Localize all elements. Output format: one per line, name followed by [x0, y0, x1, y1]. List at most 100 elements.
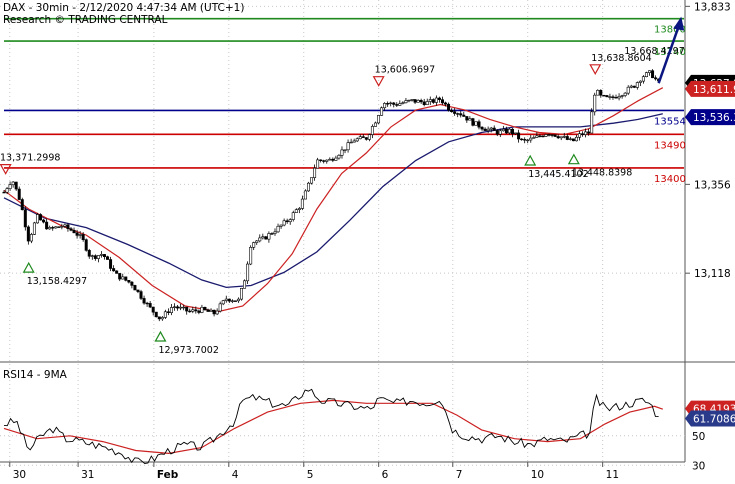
candle-body-112 [343, 149, 347, 151]
candle-body-119 [364, 137, 368, 140]
key-levels: 1380013740135541349013400 [4, 17, 686, 185]
candle-body-78 [240, 288, 244, 300]
candle-body-209 [638, 80, 642, 83]
candle-body-100 [306, 182, 310, 192]
candle-body-203 [620, 95, 624, 97]
candle-body-118 [361, 136, 365, 138]
candle-body-69 [212, 309, 216, 315]
candle-body-38 [118, 273, 122, 280]
candle-body-64 [197, 310, 201, 313]
ma-fast-line [3, 87, 664, 313]
candle-body-49 [151, 306, 155, 313]
candle-body-184 [562, 136, 566, 138]
candle-body-83 [255, 240, 259, 243]
candle-body-2 [8, 184, 12, 190]
candle-body-56 [173, 306, 177, 308]
candle-body-74 [227, 298, 231, 302]
candle-body-50 [154, 311, 158, 318]
y-tick-label-1: 13,356 [694, 179, 731, 191]
candle-body-153 [468, 118, 472, 121]
candle-body-213 [651, 70, 655, 79]
candle-body-171 [523, 139, 527, 141]
x-tick-label-7: 10 [531, 469, 544, 480]
candle-body-114 [349, 141, 353, 144]
y-tick-label-0: 13,118 [694, 268, 731, 280]
candle-body-164 [501, 128, 505, 132]
candle-body-80 [246, 263, 250, 282]
peak-high-marker-6 [589, 64, 602, 76]
candle-body-117 [358, 136, 362, 140]
candle-body-131 [401, 102, 405, 104]
candle-body-73 [224, 298, 228, 301]
candle-body-138 [422, 101, 426, 106]
candle-body-26 [81, 234, 85, 240]
candle-body-156 [477, 121, 481, 128]
candle-body-92 [282, 220, 286, 226]
candle-body-24 [75, 232, 79, 236]
candle-body-212 [648, 70, 652, 73]
candle-body-135 [413, 99, 417, 103]
candle-body-139 [425, 101, 429, 106]
price-badge-bg-1 [685, 80, 735, 97]
candle-body-71 [218, 303, 222, 312]
candle-body-150 [459, 113, 463, 116]
candle-body-179 [547, 134, 551, 136]
candle-body-181 [553, 134, 557, 137]
candle-body-202 [617, 96, 621, 99]
peak-markers: 13,371.2998 13,158.4297 12,973.7002 13,606.… [0, 46, 685, 356]
candle-body-82 [252, 242, 256, 248]
candle-body-88 [270, 233, 274, 235]
candle-body-97 [297, 208, 301, 210]
candle-body-200 [611, 96, 615, 98]
candle-body-94 [288, 219, 292, 223]
candle-body-102 [313, 167, 317, 178]
candle-body-195 [596, 89, 600, 96]
candle-body-90 [276, 225, 280, 233]
candle-body-134 [410, 99, 414, 101]
candle-body-129 [395, 104, 399, 106]
candle-body-115 [352, 140, 356, 143]
candle-body-185 [565, 136, 569, 140]
candle-body-161 [492, 127, 496, 131]
candle-body-3 [11, 181, 15, 186]
candle-body-132 [404, 100, 408, 104]
candle-body-136 [416, 100, 420, 103]
candle-body-191 [584, 131, 588, 135]
candle-body-79 [243, 280, 247, 289]
candle-body-187 [571, 138, 575, 142]
candle-body-140 [428, 99, 432, 102]
candle-body-147 [450, 109, 454, 112]
candle-body-108 [331, 158, 335, 161]
candle-body-159 [486, 128, 490, 131]
candle-body-158 [483, 128, 487, 131]
candle-body-5 [17, 188, 21, 200]
candle-body-122 [373, 122, 377, 127]
candle-body-70 [215, 310, 219, 315]
candle-body-194 [593, 94, 597, 113]
candle-body-128 [392, 102, 396, 105]
candle-body-46 [142, 298, 146, 304]
candle-body-22 [69, 228, 73, 231]
peak-low-marker-5 [567, 153, 580, 165]
candle-body-143 [437, 97, 441, 100]
candle-body-7 [23, 209, 27, 228]
candle-body-0 [2, 191, 6, 194]
candle-body-57 [176, 306, 180, 309]
candle-body-91 [279, 224, 283, 227]
level-label-2: 13554 [654, 116, 686, 127]
x-tick-label-4: 5 [307, 469, 314, 480]
candle-body-205 [626, 86, 630, 94]
candle-body-160 [489, 127, 493, 130]
candle-body-141 [431, 99, 435, 103]
moving-averages [3, 87, 664, 313]
candle-body-85 [261, 236, 265, 239]
candle-body-199 [608, 96, 612, 98]
candle-body-116 [355, 138, 359, 142]
x-tick-label-1: 31 [81, 469, 94, 480]
candle-body-95 [291, 212, 295, 220]
candle-body-68 [209, 309, 213, 312]
candle-body-39 [121, 276, 125, 280]
candle-body-145 [444, 102, 448, 105]
candle-body-111 [340, 149, 344, 156]
peak-label-3: 13,606.9697 [375, 65, 435, 76]
